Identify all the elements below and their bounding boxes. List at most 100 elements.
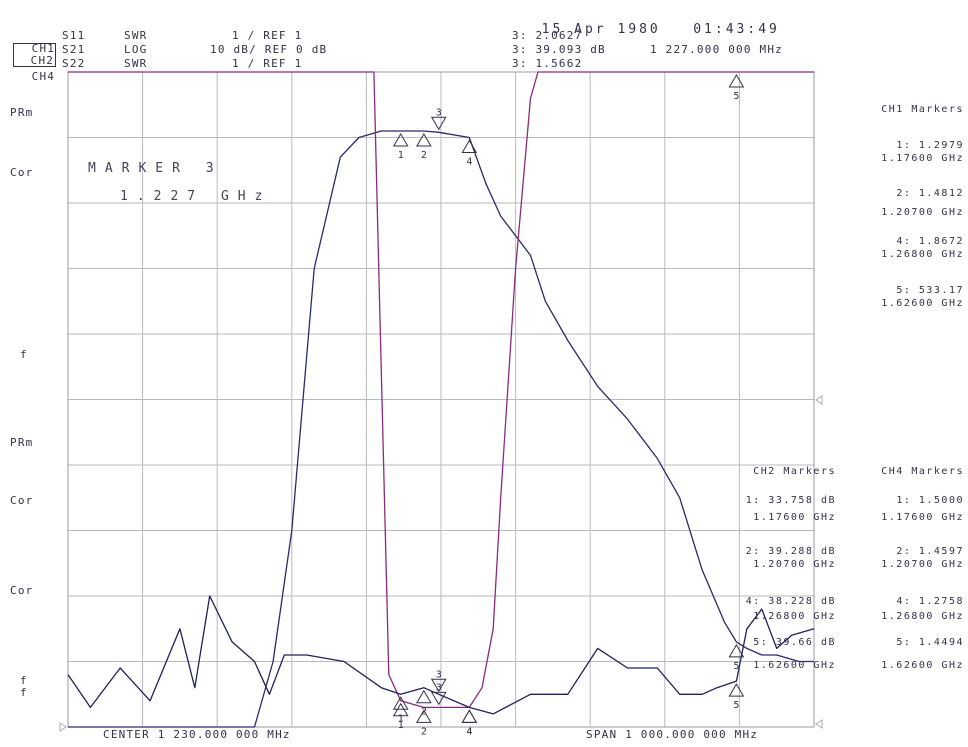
left-label: PRm bbox=[10, 436, 34, 449]
marker-triangle-4 bbox=[461, 709, 478, 723]
left-label: f bbox=[20, 348, 28, 361]
ch4-markers-title: CH4 Markers bbox=[881, 466, 964, 477]
active-readout-1: 3: 2.0627 bbox=[512, 29, 583, 42]
marker-triangle-1 bbox=[392, 132, 409, 147]
ch4-marker-value: 5: 1.4494 bbox=[896, 637, 964, 648]
marker-label-5: 5 bbox=[733, 661, 739, 672]
scale-1: 1 / REF 1 bbox=[232, 29, 303, 42]
left-label: f bbox=[20, 674, 28, 687]
marker-box-freq: 1.227 GHz bbox=[120, 189, 272, 204]
marker-label-5: 5 bbox=[733, 91, 739, 102]
center-frequency: CENTER 1 230.000 000 MHz bbox=[103, 728, 291, 741]
left-label: Cor bbox=[10, 166, 34, 179]
ch4-marker-value: 4: 1.2758 bbox=[896, 596, 964, 607]
ch2-marker-freq: 1.17600 GHz bbox=[753, 512, 836, 523]
marker-box-title: MARKER 3 bbox=[88, 161, 223, 176]
channel-id: CH1 bbox=[31, 42, 56, 55]
marker-label-4: 4 bbox=[466, 157, 472, 168]
ch1-marker-freq: 1.26800 GHz bbox=[881, 249, 964, 260]
channel-row-2[interactable]: CH2 bbox=[13, 43, 57, 67]
left-label: Cor bbox=[10, 494, 34, 507]
marker-label-1: 1 bbox=[398, 150, 404, 161]
date-readout: 15 Apr 1980 01:43:49 bbox=[520, 7, 780, 37]
marker-triangle-5 bbox=[728, 683, 745, 697]
ch2-marker-freq: 1.26800 GHz bbox=[753, 611, 836, 622]
marker-label-5: 5 bbox=[733, 700, 739, 711]
ch4-marker-value: 2: 1.4597 bbox=[896, 546, 964, 557]
ch1-marker-freq: 1.20700 GHz bbox=[881, 207, 964, 218]
marker-triangle-2 bbox=[415, 132, 432, 147]
marker-label-3: 3 bbox=[436, 107, 442, 118]
marker-triangle-4 bbox=[461, 709, 478, 723]
ch4-marker-freq: 1.62600 GHz bbox=[881, 660, 964, 671]
active-readout-3: 3: 1.5662 bbox=[512, 57, 583, 70]
channel-id: CH2 bbox=[30, 54, 55, 67]
ch4-marker-freq: 1.26800 GHz bbox=[881, 611, 964, 622]
scale-2: 10 dB/ REF 0 dB bbox=[210, 43, 328, 56]
ch4-marker-freq: 1.20700 GHz bbox=[881, 559, 964, 570]
marker-label-2: 2 bbox=[421, 150, 427, 161]
marker-triangle-5 bbox=[728, 74, 745, 88]
left-label: PRm bbox=[10, 106, 34, 119]
format-1: SWR bbox=[124, 29, 148, 42]
marker-triangle-2 bbox=[415, 689, 432, 704]
ch2-marker-freq: 1.20700 GHz bbox=[753, 559, 836, 570]
active-readout-2: 3: 39.093 dB bbox=[512, 43, 606, 56]
marker-triangle-4 bbox=[461, 139, 478, 153]
marker-label-3: 3 bbox=[436, 682, 442, 693]
plot-grid bbox=[59, 71, 823, 732]
ch1-markers-title: CH1 Markers bbox=[881, 104, 964, 115]
reference-arrow bbox=[59, 722, 67, 732]
marker-label-4: 4 bbox=[466, 726, 472, 737]
marker-triangle-3 bbox=[430, 678, 447, 693]
ch2-marker-value: 4: 38.228 dB bbox=[745, 596, 836, 607]
trace-s21 bbox=[68, 130, 814, 728]
marker-label-3: 3 bbox=[436, 669, 442, 680]
ch4-marker-freq: 1.17600 GHz bbox=[881, 512, 964, 523]
left-label: Cor bbox=[10, 584, 34, 597]
format-3: SWR bbox=[124, 57, 148, 70]
ch1-marker-freq: 1.17600 GHz bbox=[881, 153, 964, 164]
channel-row-3[interactable]: CH4 bbox=[16, 57, 55, 83]
marker-label-1: 1 bbox=[398, 713, 404, 724]
marker-triangle-1 bbox=[392, 702, 409, 717]
span-frequency: SPAN 1 000.000 000 MHz bbox=[586, 728, 759, 741]
time: 01:43:49 bbox=[693, 22, 780, 37]
param-2: S21 bbox=[62, 43, 86, 56]
plot-traces bbox=[67, 71, 815, 728]
marker-triangle-3 bbox=[430, 116, 447, 131]
param-3: S22 bbox=[62, 57, 86, 70]
ch1-marker-value: 1: 1.2979 bbox=[896, 140, 964, 151]
ch4-marker-value: 1: 1.5000 bbox=[896, 495, 964, 506]
marker-triangle-3 bbox=[430, 691, 447, 706]
ch2-marker-value: 5: 39.66 dB bbox=[753, 637, 836, 648]
ch1-marker-value: 4: 1.8672 bbox=[896, 236, 964, 247]
marker-triangle-5 bbox=[728, 643, 745, 658]
date: 15 Apr 1980 bbox=[541, 22, 661, 37]
marker-label-4: 4 bbox=[466, 726, 472, 737]
ch2-markers-title: CH2 Markers bbox=[753, 466, 836, 477]
param-1: S11 bbox=[62, 29, 86, 42]
ch2-marker-freq: 1.62600 GHz bbox=[753, 660, 836, 671]
trace-s22 bbox=[67, 595, 815, 715]
marker-triangle-2 bbox=[415, 709, 432, 723]
marker-label-2: 2 bbox=[421, 726, 427, 737]
ch1-marker-value: 5: 533.17 bbox=[896, 285, 964, 296]
plot-border bbox=[67, 71, 815, 728]
left-label: f bbox=[20, 686, 28, 699]
reference-arrow bbox=[815, 395, 823, 405]
format-2: LOG bbox=[124, 43, 148, 56]
ch2-marker-value: 2: 39.288 dB bbox=[745, 546, 836, 557]
scale-3: 1 / REF 1 bbox=[232, 57, 303, 70]
channel-row-1[interactable]: CH1 bbox=[16, 29, 55, 55]
reference-arrow bbox=[815, 719, 823, 729]
marker-label-1: 1 bbox=[398, 720, 404, 731]
active-freq: 1 227.000 000 MHz bbox=[650, 43, 783, 56]
ch2-marker-value: 1: 33.758 dB bbox=[745, 495, 836, 506]
marker-triangle-1 bbox=[392, 696, 409, 710]
channel-id: CH4 bbox=[31, 70, 56, 83]
ch1-marker-value: 2: 1.4812 bbox=[896, 188, 964, 199]
ch1-marker-freq: 1.62600 GHz bbox=[881, 298, 964, 309]
